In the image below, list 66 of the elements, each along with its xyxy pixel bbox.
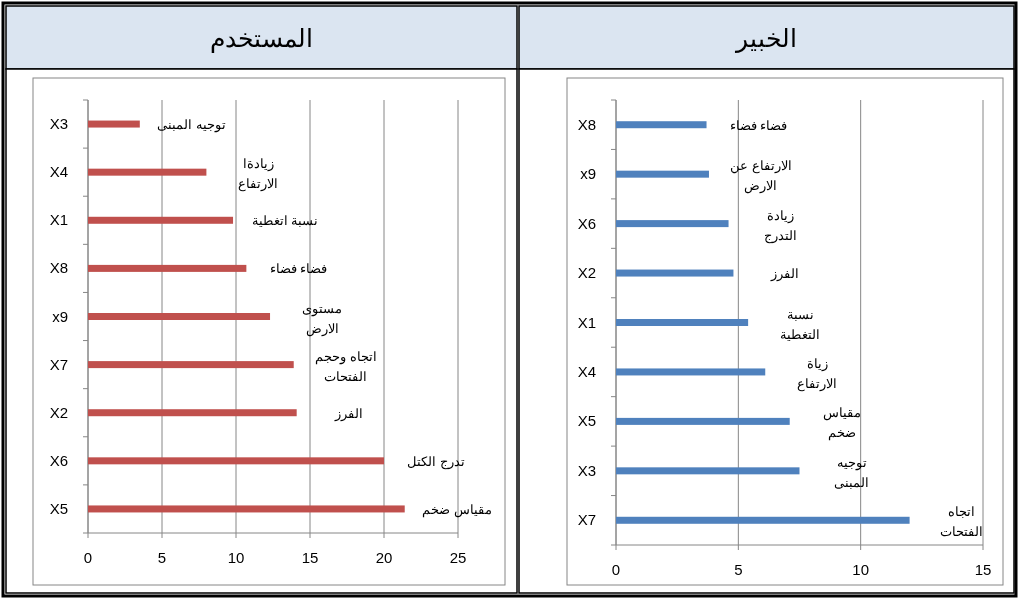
- y-tick-label: X6: [577, 214, 596, 232]
- annotation: مقياس ضخم: [822, 405, 861, 442]
- x-tick-label: 15: [301, 549, 319, 566]
- y-tick-label: X8: [49, 259, 68, 277]
- annotation: نسبة اتغطية: [251, 213, 319, 229]
- annotation: زيادة التدرج: [764, 207, 798, 244]
- annotation: تدرج الكتل: [407, 453, 465, 470]
- x-tick-label: 25: [449, 549, 467, 566]
- bar: [616, 516, 910, 524]
- y-tick-label: x9: [580, 165, 596, 183]
- bar: [88, 409, 297, 417]
- y-tick-label: X5: [577, 412, 596, 430]
- bar: [616, 319, 749, 326]
- annotation: الفرز: [333, 405, 363, 422]
- bar: [616, 269, 734, 277]
- annotation: مستوى الارض: [302, 300, 343, 337]
- bar: [616, 368, 766, 376]
- annotation: نسبة التغطية: [780, 306, 821, 342]
- annotation: اتجاه الفتحات: [940, 504, 984, 540]
- bar: [88, 361, 294, 369]
- y-tick-label: X7: [49, 355, 68, 373]
- y-tick-label: X6: [49, 451, 68, 469]
- x-tick-label: 15: [974, 561, 992, 578]
- bar: [88, 313, 271, 320]
- chart-title: الخبير: [734, 24, 797, 54]
- y-tick-label: X4: [49, 163, 68, 181]
- bar: [616, 121, 707, 129]
- y-tick-label: X4: [577, 362, 596, 380]
- bar: [616, 170, 709, 178]
- annotation: الفرز: [770, 266, 800, 283]
- bar: [88, 457, 384, 465]
- x-tick-label: 5: [734, 561, 743, 578]
- annotation: توجيه المبنى: [834, 454, 869, 490]
- x-tick-label: 20: [375, 549, 393, 566]
- y-tick-label: X1: [577, 313, 596, 331]
- chart-title: المستخدم: [210, 24, 313, 53]
- annotation: الارتفاع عن الارض: [730, 158, 792, 195]
- annotation: مقياس ضخم: [421, 501, 492, 518]
- bar: [616, 220, 729, 228]
- annotation: اتجاه وحجم الفتحات: [314, 348, 377, 384]
- annotation: فضاء فضاء: [269, 261, 328, 277]
- bar: [88, 216, 234, 224]
- x-tick-label: 10: [227, 549, 245, 566]
- y-tick-label: X7: [577, 511, 596, 529]
- annotation: زيادةا الارتفاع: [238, 156, 279, 193]
- y-tick-label: x9: [52, 307, 68, 325]
- annotation: فضاء فضاء: [729, 117, 788, 133]
- y-tick-label: X3: [49, 115, 68, 133]
- x-tick-label: 0: [611, 561, 621, 578]
- y-tick-label: X8: [577, 115, 596, 133]
- x-tick-label: 0: [83, 549, 93, 566]
- bar: [88, 120, 140, 128]
- bar: [616, 417, 790, 425]
- x-tick-label: 10: [852, 561, 870, 578]
- y-tick-label: X5: [49, 499, 68, 517]
- y-tick-label: X2: [577, 264, 596, 282]
- annotation: زياة الارتفاع: [797, 355, 838, 392]
- y-tick-label: X2: [49, 403, 68, 421]
- x-tick-label: 5: [157, 549, 167, 566]
- bar: [616, 467, 800, 475]
- y-tick-label: X1: [49, 211, 68, 229]
- annotation: توجيه المبنى: [157, 117, 227, 134]
- y-tick-label: X3: [577, 461, 596, 479]
- bar: [88, 168, 207, 176]
- bar: [88, 264, 247, 272]
- bar: [88, 505, 405, 513]
